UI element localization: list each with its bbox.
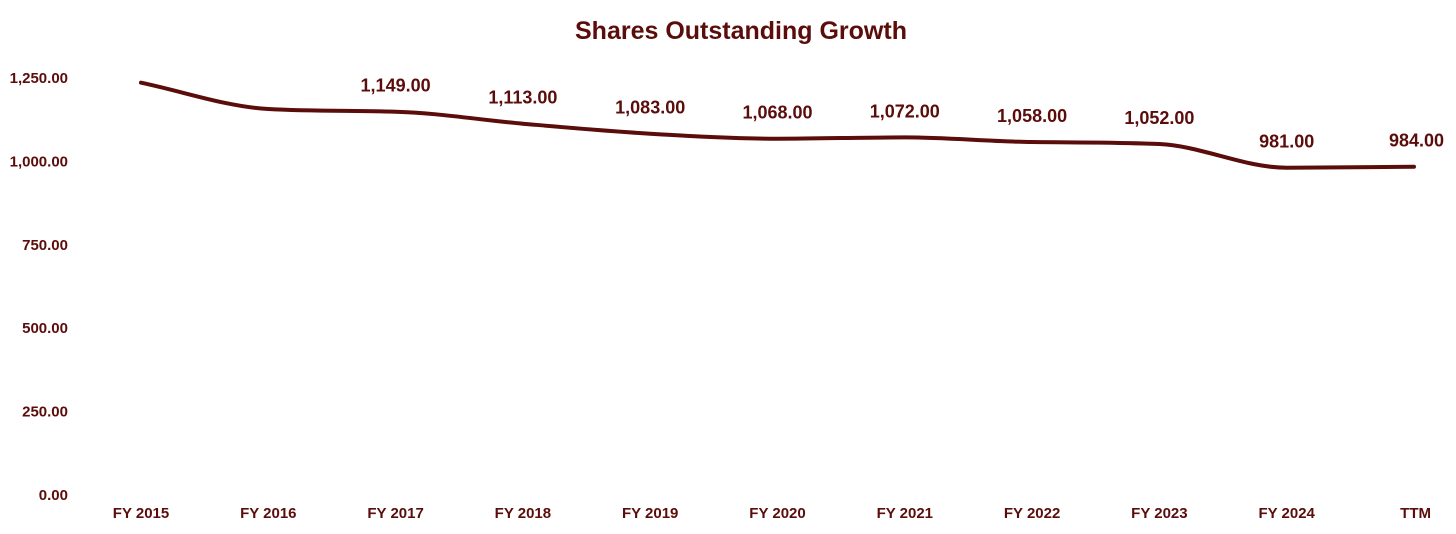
y-tick-label: 0.00 <box>39 487 68 504</box>
data-label: 1,083.00 <box>615 98 685 118</box>
data-label: 1,058.00 <box>997 106 1067 126</box>
plot-area <box>139 80 1416 170</box>
data-labels: 1,149.00 1,113.00 1,083.00 1,068.00 1,072.00… <box>361 76 1444 152</box>
y-tick-label: 750.00 <box>22 237 68 254</box>
y-tick-label: 1,000.00 <box>10 153 68 170</box>
y-axis: 0.00 250.00 500.00 750.00 1,000.00 1,250.00 <box>10 70 68 504</box>
x-tick-label: FY 2017 <box>367 505 423 522</box>
data-label: 1,149.00 <box>361 76 431 96</box>
data-label: 981.00 <box>1259 132 1314 152</box>
data-label: 1,113.00 <box>488 88 557 108</box>
x-axis: FY 2015 FY 2016 FY 2017 FY 2018 FY 2019 FY 20… <box>113 505 1431 522</box>
x-tick-label: FY 2019 <box>622 505 678 522</box>
y-tick-label: 250.00 <box>22 404 68 421</box>
data-label: 984.00 <box>1389 131 1444 151</box>
x-tick-label: FY 2020 <box>749 505 805 522</box>
x-tick-label: FY 2021 <box>877 505 933 522</box>
data-label: 1,068.00 <box>742 103 812 123</box>
x-tick-label: FY 2024 <box>1258 505 1315 522</box>
x-tick-label: FY 2022 <box>1004 505 1060 522</box>
x-tick-label: FY 2016 <box>240 505 296 522</box>
x-tick-label: FY 2015 <box>113 505 169 522</box>
chart-title: Shares Outstanding Growth <box>575 17 907 45</box>
y-tick-label: 1,250.00 <box>10 70 68 87</box>
data-label: 1,072.00 <box>870 101 940 121</box>
data-label: 1,052.00 <box>1124 108 1194 128</box>
y-tick-label: 500.00 <box>22 320 68 337</box>
x-tick-label: FY 2023 <box>1131 505 1187 522</box>
series-line <box>139 80 1416 170</box>
x-tick-label: TTM <box>1400 505 1431 522</box>
x-tick-label: FY 2018 <box>495 505 551 522</box>
